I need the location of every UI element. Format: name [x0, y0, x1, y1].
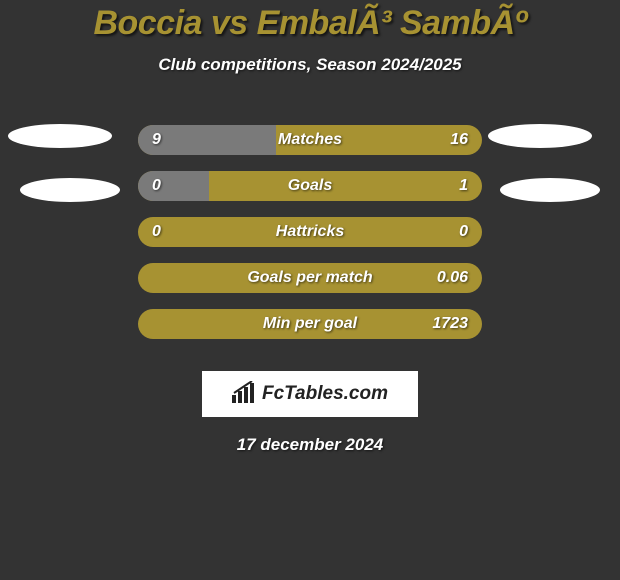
stat-right-value: 0.06 — [437, 269, 468, 287]
decorative-bubble — [20, 178, 120, 202]
chart-icon — [232, 381, 258, 408]
stat-left-value: 0 — [152, 223, 161, 241]
stat-right-value: 0 — [459, 223, 468, 241]
stat-left-value: 0 — [152, 177, 161, 195]
source-logo: FcTables.com — [202, 371, 418, 417]
decorative-bubble — [8, 124, 112, 148]
comparison-chart: Matches 9 16 Goals 0 1 Hattricks 0 0 Goals per ma… — [0, 117, 620, 347]
stat-bar: Matches 9 16 — [138, 125, 482, 155]
page-title: Boccia vs EmbalÃ³ SambÃº — [0, 4, 620, 43]
stat-row: Hattricks 0 0 — [0, 209, 620, 255]
stat-row: Goals per match 0.06 — [0, 255, 620, 301]
date-label: 17 december 2024 — [0, 435, 620, 455]
decorative-bubble — [488, 124, 592, 148]
stat-label: Goals per match — [247, 269, 372, 287]
stat-bar: Min per goal 1723 — [138, 309, 482, 339]
stat-bar: Goals per match 0.06 — [138, 263, 482, 293]
stat-right-value: 1723 — [432, 315, 468, 333]
decorative-bubble — [500, 178, 600, 202]
stat-label: Min per goal — [263, 315, 357, 333]
stat-right-value: 16 — [450, 131, 468, 149]
stat-left-value: 9 — [152, 131, 161, 149]
bar-left-fill — [138, 171, 209, 201]
stat-bar: Hattricks 0 0 — [138, 217, 482, 247]
stat-label: Matches — [278, 131, 342, 149]
stat-bar: Goals 0 1 — [138, 171, 482, 201]
stat-label: Goals — [288, 177, 332, 195]
stat-row: Min per goal 1723 — [0, 301, 620, 347]
stat-right-value: 1 — [459, 177, 468, 195]
stat-label: Hattricks — [276, 223, 344, 241]
logo-text: FcTables.com — [262, 383, 388, 405]
subtitle: Club competitions, Season 2024/2025 — [0, 55, 620, 75]
